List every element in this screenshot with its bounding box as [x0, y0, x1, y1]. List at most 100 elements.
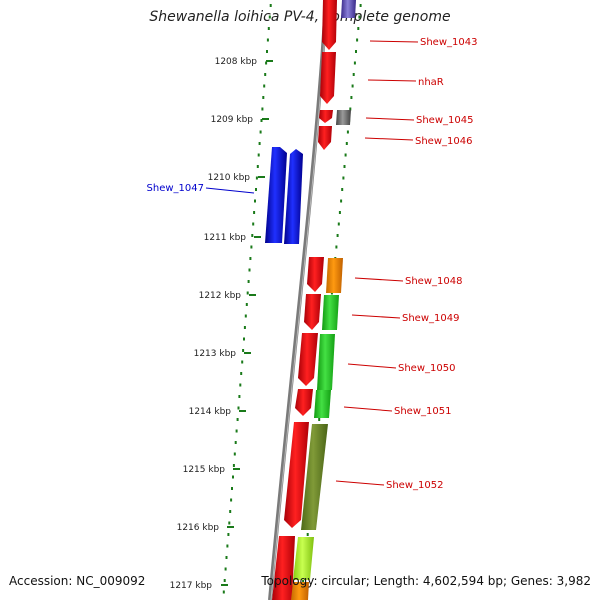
- gene-arrow-shew-1045: [319, 110, 333, 123]
- track-dot: [260, 119, 263, 122]
- gene-arrow-shew-1046: [318, 126, 332, 150]
- track-dot: [258, 142, 261, 145]
- track-dot: [246, 291, 249, 295]
- track-dot: [226, 544, 229, 548]
- track-dot: [232, 464, 235, 467]
- track-dot: [259, 130, 262, 134]
- ruler-label: 1217 kbp: [170, 581, 213, 591]
- track-dot: [341, 188, 344, 191]
- track-dot: [264, 73, 267, 76]
- gene-arrow-shew-1047-a: [265, 147, 287, 243]
- label-leader-lines: [205, 40, 419, 486]
- ruler-label: 1213 kbp: [194, 349, 237, 359]
- gene-label-shew-1048: Shew_1048: [405, 276, 462, 287]
- ruler-label: 1208 kbp: [215, 57, 258, 67]
- track-dot: [335, 245, 338, 249]
- track-dot: [232, 475, 234, 479]
- track-dot: [256, 165, 259, 168]
- track-dot: [254, 199, 256, 203]
- gene-label-shew-1049: Shew_1049: [402, 313, 459, 324]
- track-dot: [345, 142, 348, 145]
- track-dot: [306, 533, 309, 536]
- track-dot: [243, 326, 246, 329]
- ruler-label: 1209 kbp: [211, 115, 254, 125]
- track-dot: [359, 4, 362, 7]
- gene-arrow-shew-1051: [295, 389, 313, 416]
- gene-box-green-1: [322, 295, 339, 330]
- track-dot: [234, 441, 237, 444]
- track-dot: [346, 130, 349, 134]
- gene-label-shew-1047: Shew_1047: [147, 183, 204, 194]
- leader-line-shew-1043: [369, 40, 419, 43]
- track-dot: [250, 245, 253, 249]
- track-dot: [233, 452, 236, 456]
- track-dot: [255, 188, 257, 191]
- track-dot: [318, 418, 321, 421]
- gene-arrow: [341, 0, 356, 18]
- track-dot: [340, 199, 343, 203]
- gene-label-nhar: nhaR: [418, 77, 444, 88]
- track-dot: [257, 153, 260, 157]
- track-dot: [230, 498, 233, 502]
- track-dot: [239, 383, 242, 387]
- leader-line-shew-1051: [343, 406, 393, 412]
- ruler-label: 1215 kbp: [183, 465, 226, 475]
- track-dot: [224, 567, 227, 571]
- track-dot: [248, 268, 251, 272]
- track-dot: [236, 418, 239, 421]
- track-dot: [244, 314, 247, 318]
- ruler-label: 1212 kbp: [199, 291, 242, 301]
- diagram-title: Shewanella loihica PV-4, complete genome: [149, 9, 451, 25]
- track-dot: [357, 27, 360, 30]
- track-dot: [266, 50, 268, 53]
- gene-arrow-shew-1047-b: [284, 149, 303, 244]
- track-dot: [356, 38, 359, 42]
- track-dot: [252, 222, 255, 226]
- track-dot: [255, 176, 258, 180]
- gene-box-lime: [293, 537, 314, 580]
- track-dot: [241, 360, 244, 364]
- track-dot: [266, 38, 269, 42]
- ruler-label: 1211 kbp: [204, 233, 247, 243]
- track-dot: [222, 590, 225, 594]
- accession-text: Accession: NC_009092: [9, 574, 146, 588]
- track-dot: [223, 579, 226, 582]
- track-dot: [351, 84, 354, 88]
- leader-line-shew-1046: [364, 137, 414, 141]
- track-dot: [247, 280, 250, 283]
- track-dot: [343, 165, 346, 168]
- genome-summary-text: Topology: circular; Length: 4,602,594 bp…: [261, 574, 591, 588]
- leader-line-shew-1050: [347, 363, 397, 369]
- gene-arrow-shew-1050: [298, 333, 318, 386]
- track-dot: [350, 96, 353, 99]
- gene-arrow-next-red: [272, 536, 295, 600]
- gene-box-green-2: [317, 334, 335, 390]
- gene-label-shew-1046: Shew_1046: [415, 136, 472, 147]
- track-dot: [337, 222, 340, 226]
- track-dot: [235, 429, 238, 433]
- gene-label-shew-1050: Shew_1050: [398, 363, 455, 374]
- track-dot: [245, 303, 248, 306]
- track-dot: [225, 556, 228, 559]
- leader-line-shew-1049: [351, 314, 401, 319]
- track-dot: [227, 533, 230, 536]
- track-dot: [353, 61, 356, 65]
- gene-label-shew-1043: Shew_1043: [420, 37, 477, 48]
- gene-label-shew-1052: Shew_1052: [386, 480, 443, 491]
- track-dot: [251, 234, 254, 237]
- track-dot: [268, 15, 271, 19]
- gene-arrow-shew-1049: [304, 294, 321, 330]
- gene-arrow-shew-1048: [307, 257, 324, 292]
- track-dot: [242, 349, 245, 352]
- ruler-label: 1210 kbp: [208, 173, 251, 183]
- track-dot: [228, 521, 231, 525]
- ruler-labels: 1208 kbp 1209 kbp 1210 kbp 1211 kbp 1212…: [170, 57, 258, 591]
- track-dot: [355, 50, 357, 53]
- track-dot: [265, 61, 268, 65]
- gene-box-olive: [301, 424, 328, 530]
- track-dot: [238, 395, 241, 398]
- leader-line-shew-1047: [205, 187, 255, 194]
- gene-arrow-nhar: [320, 52, 336, 104]
- track-dot: [249, 257, 252, 260]
- track-dot: [269, 4, 272, 7]
